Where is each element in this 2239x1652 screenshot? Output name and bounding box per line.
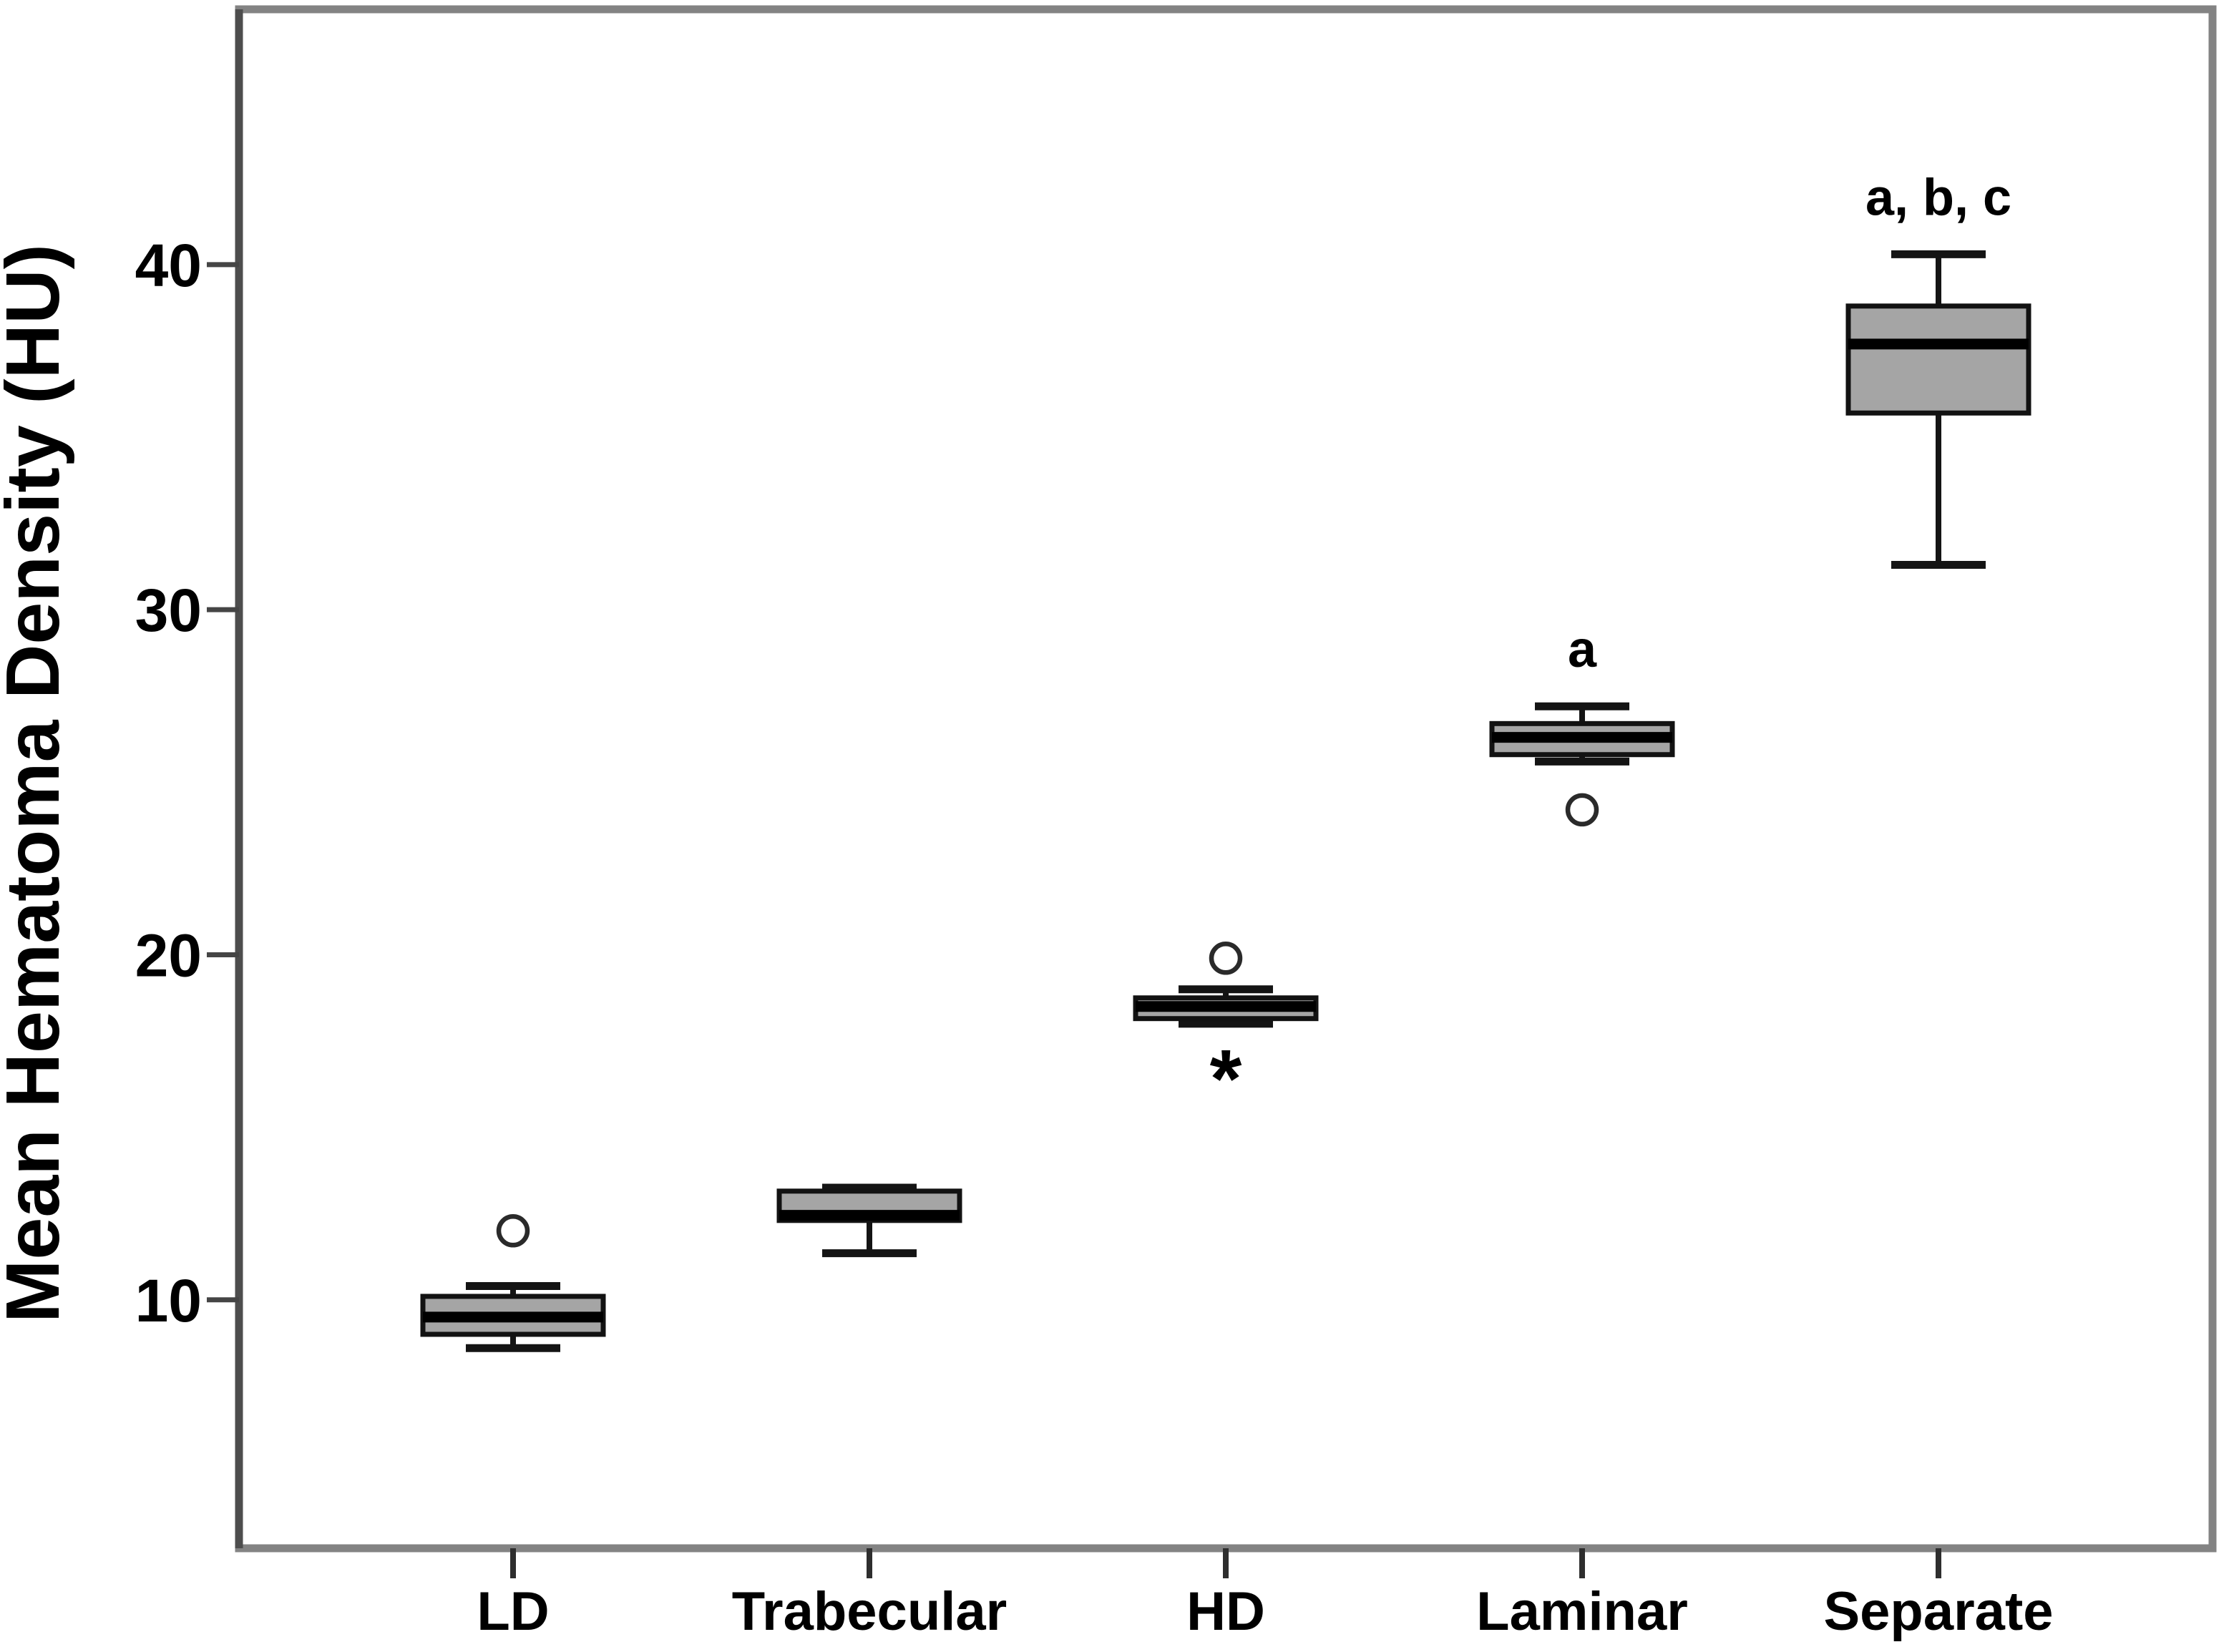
outlier-asterisk-HD: * bbox=[1210, 1034, 1242, 1125]
outlier-circle-LD bbox=[496, 1214, 530, 1248]
box-Separate bbox=[1845, 303, 2031, 416]
x-axis-label-Laminar: Laminar bbox=[1476, 1581, 1688, 1642]
outlier-circle-HD bbox=[1209, 942, 1243, 975]
x-axis-label-Trabecular: Trabecular bbox=[732, 1581, 1007, 1642]
chart-root: 10 20 30 40 LD Trabecular * HD a Laminar a, b, c Se… bbox=[135, 5, 2217, 1642]
significance-label-Laminar: a bbox=[1568, 621, 1597, 678]
y-tick-label: 30 bbox=[135, 577, 202, 644]
y-tick-label: 10 bbox=[135, 1267, 202, 1334]
y-axis-title: Mean Hematoma Density (HU) bbox=[0, 244, 75, 1323]
x-axis-label-HD: HD bbox=[1186, 1581, 1265, 1642]
y-tick-label: 40 bbox=[135, 232, 202, 299]
y-tick-label: 20 bbox=[135, 922, 202, 989]
x-axis-label-LD: LD bbox=[477, 1581, 549, 1642]
significance-label-Separate: a, b, c bbox=[1865, 169, 2011, 226]
outlier-circle-Laminar bbox=[1565, 793, 1599, 827]
x-axis-label-Separate: Separate bbox=[1823, 1581, 2053, 1642]
